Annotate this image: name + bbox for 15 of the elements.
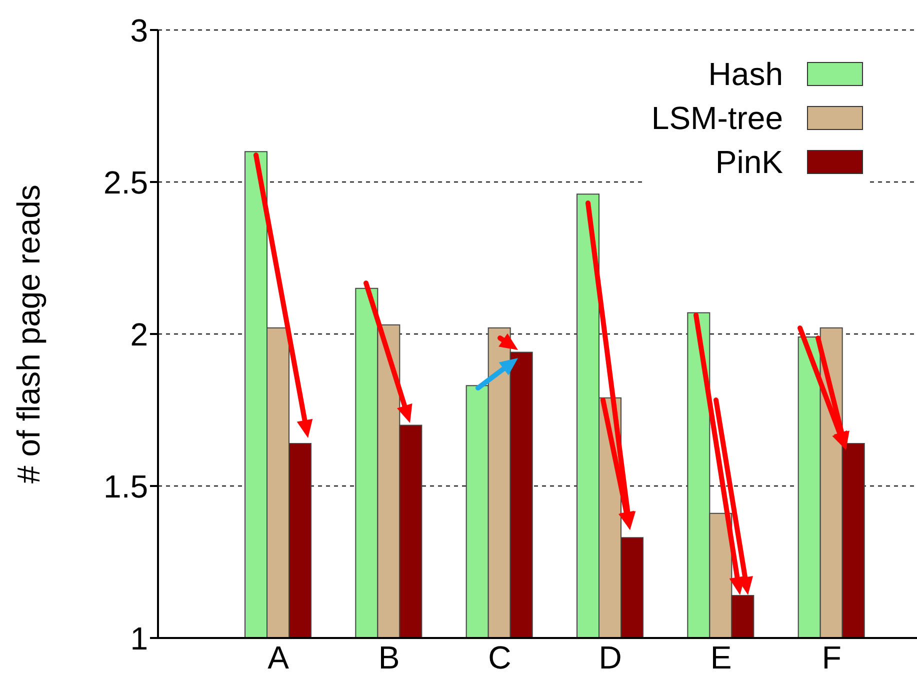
y-tick-label: 1.5 bbox=[104, 468, 148, 504]
y-tick-label: 2 bbox=[130, 316, 148, 352]
legend-label: PinK bbox=[715, 144, 783, 180]
x-tick-label: D bbox=[598, 640, 622, 676]
legend-label: Hash bbox=[708, 56, 783, 92]
y-tick-label: 3 bbox=[130, 12, 148, 48]
y-axis-title: # of flash page reads bbox=[10, 184, 46, 484]
y-tick-label: 2.5 bbox=[104, 164, 148, 200]
legend-label: LSM-tree bbox=[651, 100, 783, 136]
x-tick-label: A bbox=[268, 640, 290, 676]
x-tick-label: C bbox=[488, 640, 512, 676]
x-tick-label: B bbox=[378, 640, 400, 676]
x-tick-label: E bbox=[710, 640, 732, 676]
y-tick-label: 1 bbox=[130, 620, 148, 656]
x-tick-label: F bbox=[822, 640, 842, 676]
